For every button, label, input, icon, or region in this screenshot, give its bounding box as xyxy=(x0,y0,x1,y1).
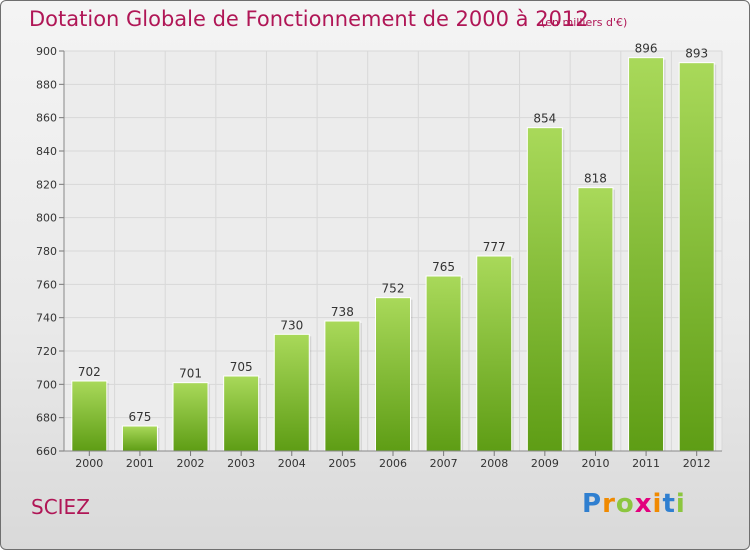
x-tick-label: 2002 xyxy=(177,457,205,470)
bar-value-label: 777 xyxy=(483,240,506,254)
bar xyxy=(526,127,563,452)
bar-value-label: 730 xyxy=(280,318,303,332)
y-tick-label: 740 xyxy=(36,312,57,325)
x-tick-label: 2000 xyxy=(75,457,103,470)
bar-value-label: 896 xyxy=(635,42,658,56)
logo-letter: i xyxy=(675,489,686,519)
bar-value-label: 675 xyxy=(128,410,151,424)
bar xyxy=(678,62,715,452)
x-tick-label: 2008 xyxy=(480,457,508,470)
y-tick-label: 700 xyxy=(36,378,57,391)
bar xyxy=(628,57,665,452)
logo-letter: t xyxy=(662,489,676,519)
bar-value-label: 738 xyxy=(331,305,354,319)
y-tick-label: 820 xyxy=(36,178,57,191)
x-tick-label: 2012 xyxy=(683,457,711,470)
proxiti-logo[interactable]: Proxiti xyxy=(582,489,686,519)
bar xyxy=(577,187,614,452)
bar-value-label: 752 xyxy=(382,282,405,296)
bar-value-label: 818 xyxy=(584,172,607,186)
y-tick-label: 780 xyxy=(36,245,57,258)
bar xyxy=(121,425,158,452)
y-tick-label: 880 xyxy=(36,78,57,91)
bar xyxy=(223,375,260,452)
logo-letter: o xyxy=(615,489,635,519)
y-tick-label: 720 xyxy=(36,345,57,358)
x-tick-label: 2006 xyxy=(379,457,407,470)
bar xyxy=(71,380,108,452)
bar-value-label: 705 xyxy=(230,360,253,374)
bar-value-label: 893 xyxy=(685,47,708,61)
bar-value-label: 765 xyxy=(432,260,455,274)
y-tick-label: 660 xyxy=(36,445,57,458)
x-tick-label: 2009 xyxy=(531,457,559,470)
x-tick-label: 2001 xyxy=(126,457,154,470)
logo-letter: x xyxy=(634,489,653,519)
bar xyxy=(172,382,209,452)
y-tick-label: 800 xyxy=(36,212,57,225)
x-tick-label: 2010 xyxy=(581,457,609,470)
x-tick-label: 2007 xyxy=(430,457,458,470)
bar xyxy=(375,297,411,452)
y-tick-label: 840 xyxy=(36,145,57,158)
bar-value-label: 701 xyxy=(179,367,202,381)
chart-subtitle: (en milliers d'€) xyxy=(541,16,628,29)
x-tick-label: 2004 xyxy=(278,457,306,470)
bar-value-label: 854 xyxy=(533,112,556,126)
y-tick-label: 760 xyxy=(36,278,57,291)
y-tick-label: 680 xyxy=(36,412,57,425)
bar xyxy=(476,255,513,452)
x-tick-label: 2003 xyxy=(227,457,255,470)
logo-letter: r xyxy=(602,489,616,519)
axes: 660 680 700 720 740 760 780 800 820 840 860 880 900 2… xyxy=(36,45,722,470)
x-tick-label: 2011 xyxy=(632,457,660,470)
bar xyxy=(273,333,310,452)
chart-title: Dotation Globale de Fonctionnement de 20… xyxy=(29,7,589,31)
y-tick-label: 860 xyxy=(36,112,57,125)
bar xyxy=(425,275,462,452)
bar xyxy=(324,320,361,452)
bar-value-label: 702 xyxy=(78,365,101,379)
logo-letter: i xyxy=(652,489,663,519)
commune-name: SCIEZ xyxy=(31,495,90,519)
y-tick-label: 900 xyxy=(36,45,57,58)
x-tick-label: 2005 xyxy=(328,457,356,470)
logo-letter: P xyxy=(582,489,603,519)
